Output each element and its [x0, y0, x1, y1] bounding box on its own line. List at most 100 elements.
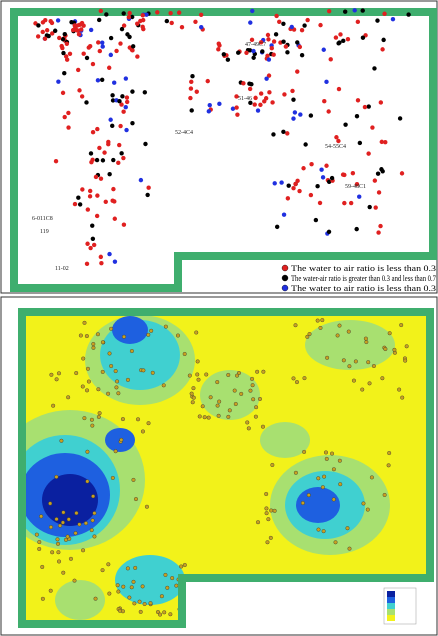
well-dot [54, 517, 59, 522]
well-dot [82, 320, 87, 325]
well-dot [285, 50, 290, 55]
legend-label: The water to air ratio is less than 0.3 [291, 264, 436, 273]
well-dot [130, 48, 135, 53]
well-dot [399, 323, 404, 328]
well-dot [269, 46, 274, 51]
well-dot [313, 217, 319, 223]
well-dot [40, 596, 45, 601]
well-dot [58, 523, 63, 528]
well-dot [244, 50, 249, 55]
well-dot [72, 578, 77, 583]
well-dot [248, 388, 253, 393]
well-dot [404, 344, 409, 349]
well-dot [305, 334, 310, 339]
well-dot [387, 331, 392, 336]
well-dot [293, 323, 298, 328]
well-dot [235, 112, 240, 117]
well-dot [397, 116, 403, 121]
well-dot [378, 223, 383, 229]
well-dot [59, 438, 64, 443]
well-dot [114, 48, 119, 54]
color-swatch [387, 597, 395, 603]
well-dot [326, 109, 331, 114]
well-dot [331, 497, 336, 502]
well-dot [331, 467, 336, 472]
well-dot [300, 501, 305, 506]
well-dot [318, 325, 323, 330]
well-dot [285, 196, 291, 201]
well-dot [96, 414, 101, 419]
well-dot [55, 18, 61, 23]
well-dot [106, 562, 111, 567]
well-dot [271, 132, 276, 137]
well-dot [206, 415, 211, 420]
well-dot [226, 372, 231, 377]
well-dot [145, 192, 150, 198]
well-dot [400, 395, 405, 400]
well-dot [342, 200, 347, 206]
well-dot [100, 40, 105, 45]
well-dot [247, 48, 253, 53]
well-dot [322, 99, 327, 104]
well-dot [371, 364, 376, 369]
well-dot [365, 507, 370, 512]
well-dot [56, 371, 61, 376]
well-dot [64, 41, 70, 46]
well-dot [121, 584, 126, 589]
well-dot [204, 372, 209, 377]
well-dot [39, 514, 44, 519]
well-dot [100, 340, 105, 345]
well-dot [320, 318, 325, 323]
well-dot [217, 101, 222, 107]
well-dot [338, 32, 343, 37]
well-dot [40, 20, 46, 25]
well-dot [91, 342, 96, 347]
well-dot [295, 178, 300, 184]
well-dot [390, 16, 396, 22]
well-dot [170, 576, 175, 581]
well-dot [91, 242, 97, 248]
well-dot [221, 52, 227, 57]
well-dot [35, 34, 41, 39]
well-dot [130, 120, 135, 126]
well-dot [155, 10, 160, 15]
well-dot [227, 408, 232, 413]
well-dot [346, 329, 351, 334]
well-dot [273, 32, 279, 37]
well-dot [265, 32, 271, 38]
well-dot [116, 589, 121, 594]
well-dot [127, 595, 132, 600]
well-dot [93, 596, 98, 601]
well-dot [107, 251, 112, 257]
well-dot [135, 21, 140, 26]
well-dot [217, 43, 222, 48]
well-dot [266, 73, 272, 78]
well-dot [83, 521, 88, 526]
well-dot [194, 330, 199, 335]
well-dot [321, 529, 326, 534]
well-dot [126, 14, 132, 20]
well-dot [357, 140, 363, 146]
well-dot [367, 204, 372, 210]
well-dot [115, 379, 120, 384]
well-dot [81, 51, 86, 56]
well-dot [110, 98, 116, 103]
color-bar [383, 587, 417, 625]
well-dot [380, 47, 385, 52]
well-dot [60, 45, 65, 51]
well-dot [258, 40, 264, 45]
legend-marker [281, 264, 289, 272]
well-dot [77, 202, 83, 207]
contour [115, 555, 185, 605]
well-dot [235, 373, 240, 378]
legend-marker [281, 274, 289, 282]
well-dot [125, 566, 130, 571]
well-dot [56, 541, 61, 546]
well-dot [87, 188, 93, 194]
well-dot [361, 501, 366, 506]
well-dot [299, 52, 305, 58]
well-dot [91, 494, 96, 499]
well-dot [292, 110, 298, 115]
well-dot [115, 583, 120, 588]
well-dot [109, 326, 114, 331]
